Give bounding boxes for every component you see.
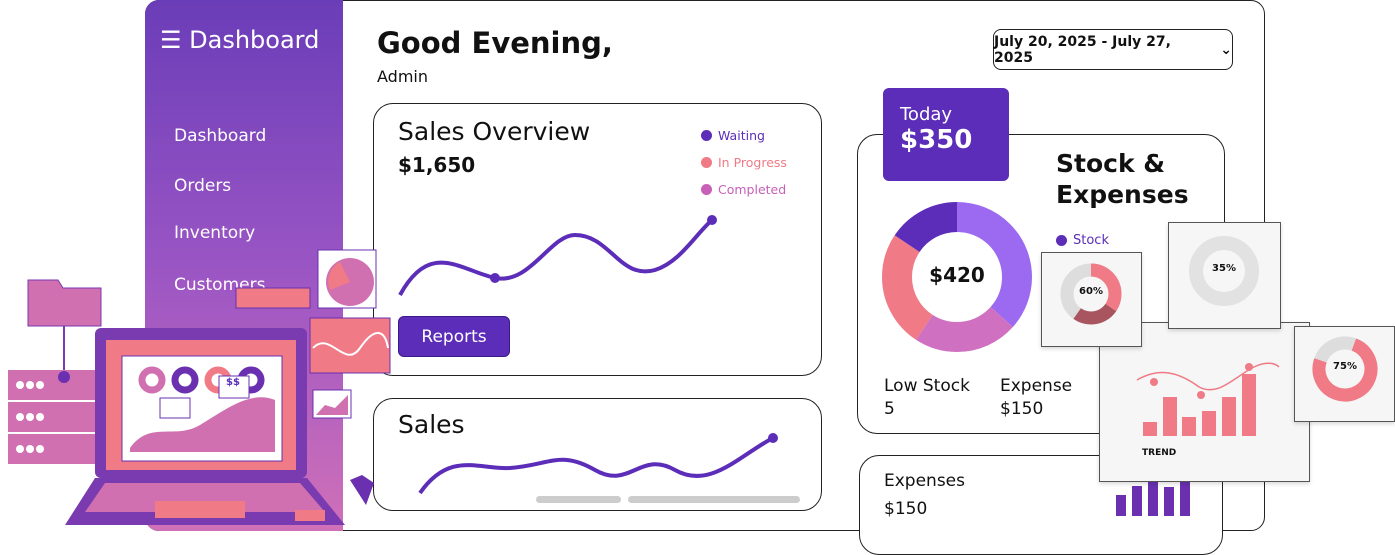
user-name: Admin [377,67,428,86]
sidebar-title: ☰ Dashboard [160,26,319,54]
expenses-info: Expenses $150 [884,471,965,519]
pct-75: 75% [1333,361,1357,372]
pct-60: 60% [1079,286,1103,297]
today-amount: $350 [900,125,973,155]
scrollbar-2[interactable] [628,496,800,503]
sidebar-item-orders[interactable]: Orders [174,176,232,196]
sidebar-item-inventory[interactable]: Inventory [174,223,256,243]
laptop-badge: $$ [226,377,240,388]
today-label: Today [900,104,953,125]
chevron-down-icon: ⌄ [1220,41,1232,58]
donut-value: $420 [929,263,985,287]
laptop-illustration [8,249,391,525]
trend-label: TREND [1142,448,1177,458]
today-badge: Today $350 [883,88,1009,181]
sales-title: Sales [398,410,465,439]
donut-35 [1189,236,1259,306]
date-range-picker[interactable]: July 20, 2025 - July 27, 2025 ⌄ [993,29,1233,70]
sales-line-chart [418,433,778,495]
date-range-text: July 20, 2025 - July 27, 2025 [994,33,1171,66]
reports-button[interactable]: Reports [398,316,510,357]
legend-in-progress: In Progress [701,155,787,170]
trend-chart [1136,362,1280,436]
greeting: Good Evening, [377,26,613,60]
sidebar-item-dashboard[interactable]: Dashboard [174,126,267,146]
scrollbar-1[interactable] [536,496,621,503]
menu-icon[interactable]: ☰ [160,26,182,54]
sales-overview-amount: $1,650 [398,153,476,177]
expenses-bar-icon [1116,478,1190,516]
stock-donut-chart [882,202,1032,352]
sidebar-title-text: Dashboard [189,26,320,54]
sales-overview-title: Sales Overview [398,117,591,146]
donut-60 [1060,263,1122,325]
donut-75 [1312,336,1378,402]
legend-waiting: Waiting [701,128,765,143]
stock-title: Stock & Expenses [1056,149,1189,209]
legend-completed: Completed [701,182,786,197]
low-stock: Low Stock 5 [884,376,970,419]
sales-overview-line-chart [398,215,717,296]
expense: Expense $150 [1000,376,1073,419]
legend-stock: Stock [1056,233,1109,248]
pct-35: 35% [1212,263,1236,274]
